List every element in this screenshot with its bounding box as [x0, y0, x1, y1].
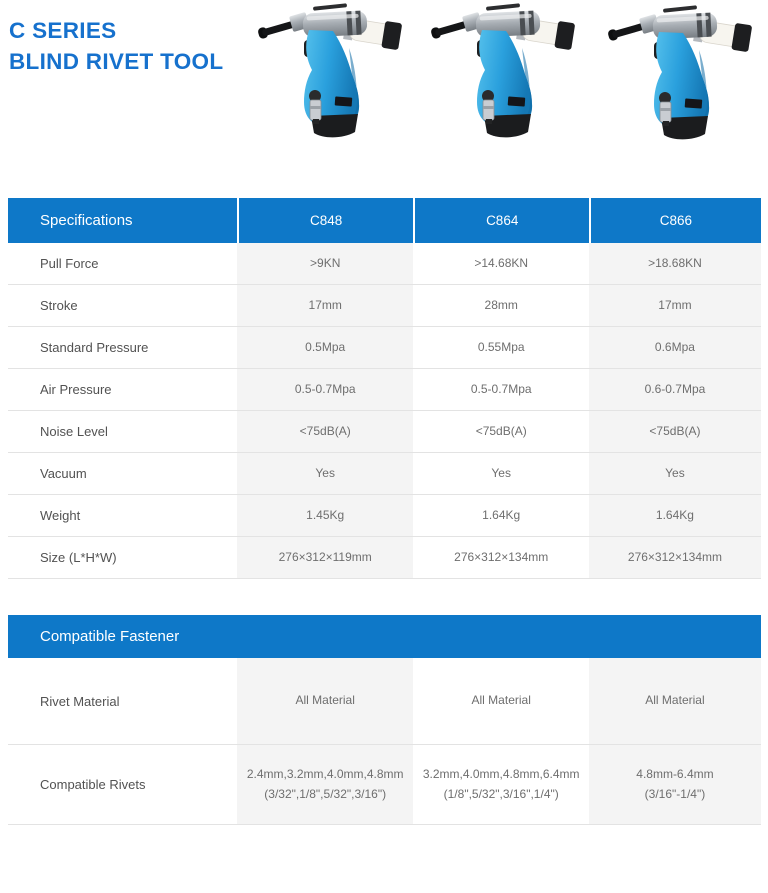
spec-value-c864: 28mm [484, 297, 518, 312]
fastener-table-header: Compatible Fastener [8, 615, 761, 658]
spec-row-noise-level: Noise Level <75dB(A) <75dB(A) <75dB(A) [8, 411, 761, 453]
spec-value-c848: 0.5Mpa [236, 327, 414, 368]
fastener-value-c864: All Material [413, 658, 588, 744]
spec-label: Size (L*H*W) [40, 550, 117, 565]
value-line-inch: (3/16"-1/4") [644, 786, 706, 801]
spec-row-size: Size (L*H*W) 276×312×119mm 276×312×134mm… [8, 537, 761, 579]
spec-value-c866: 17mm [588, 285, 761, 326]
spec-row-pull-force: Pull Force >9KN >14.68KN >18.68KN [8, 243, 761, 285]
spec-value-c866: 0.6Mpa [588, 327, 761, 368]
page-title-line1: C SERIES [9, 18, 117, 43]
value-line-inch: (1/8",5/32",3/16",1/4") [443, 786, 559, 801]
spec-value-c848: 0.5-0.7Mpa [236, 369, 414, 410]
spec-value-c864: 276×312×134mm [454, 549, 549, 564]
spec-row-weight: Weight 1.45Kg 1.64Kg 1.64Kg [8, 495, 761, 537]
value-line-mm: 4.8mm-6.4mm [636, 767, 714, 782]
product-image-rivet-tool-1 [257, 2, 403, 138]
spec-header-specifications: Specifications [8, 198, 237, 243]
spec-value-c864: Yes [491, 465, 511, 480]
spec-row-standard-pressure: Standard Pressure 0.5Mpa 0.55Mpa 0.6Mpa [8, 327, 761, 369]
spec-value-c864: 1.64Kg [482, 507, 521, 522]
spec-header-c848: C848 [236, 198, 414, 243]
spec-value-c848: >9KN [236, 243, 414, 284]
spec-value-c848: 17mm [236, 285, 414, 326]
value-line-mm: 3.2mm,4.0mm,4.8mm,6.4mm [422, 767, 580, 782]
fastener-label: Compatible Rivets [40, 777, 146, 792]
spec-value-c866: 0.6-0.7Mpa [588, 369, 761, 410]
spec-value-c848: <75dB(A) [236, 411, 414, 452]
page-title: C SERIES BLIND RIVET TOOL [9, 15, 223, 77]
spec-value-c864: 0.5-0.7Mpa [470, 381, 532, 396]
spec-value-c866: >18.68KN [588, 243, 761, 284]
fastener-value-c866: All Material [588, 658, 761, 744]
fastener-value-c864: 3.2mm,4.0mm,4.8mm,6.4mm (1/8",5/32",3/16… [413, 745, 588, 824]
fastener-row-compatible-rivets: Compatible Rivets 2.4mm,3.2mm,4.0mm,4.8m… [8, 745, 761, 825]
spec-header-c866: C866 [588, 198, 761, 243]
spec-value-c864: >14.68KN [474, 255, 529, 270]
page-title-line2: BLIND RIVET TOOL [9, 49, 224, 74]
spec-value-c848: Yes [236, 453, 414, 494]
value-line-inch: (3/32",1/8",5/32",3/16") [264, 786, 387, 801]
spec-value-c866: 276×312×134mm [588, 537, 761, 578]
spec-label: Vacuum [40, 466, 87, 481]
product-image-rivet-tool-2 [430, 2, 576, 138]
spec-value-c848: 1.45Kg [236, 495, 414, 536]
spec-label: Pull Force [40, 256, 99, 271]
spec-value-c848: 276×312×119mm [236, 537, 414, 578]
fastener-value-c848: 2.4mm,3.2mm,4.0mm,4.8mm (3/32",1/8",5/32… [236, 745, 414, 824]
spec-label: Weight [40, 508, 81, 523]
value-line: All Material [295, 693, 355, 708]
value-line-mm: 2.4mm,3.2mm,4.0mm,4.8mm [246, 767, 404, 782]
fastener-value-c848: All Material [236, 658, 414, 744]
spec-label: Air Pressure [40, 382, 112, 397]
spec-row-stroke: Stroke 17mm 28mm 17mm [8, 285, 761, 327]
spec-value-c866: Yes [588, 453, 761, 494]
spec-label: Standard Pressure [40, 340, 149, 355]
value-line: All Material [645, 693, 705, 708]
fastener-row-rivet-material: Rivet Material All Material All Material… [8, 658, 761, 745]
value-line: All Material [471, 693, 531, 708]
spec-value-c866: <75dB(A) [588, 411, 761, 452]
spec-value-c866: 1.64Kg [588, 495, 761, 536]
spec-header-c864: C864 [413, 198, 589, 243]
fastener-label: Rivet Material [40, 693, 120, 709]
specifications-table: Specifications C848 C864 C866 Pull Force… [8, 198, 761, 579]
compatible-fastener-table: Compatible Fastener Rivet Material All M… [8, 615, 761, 825]
spec-row-vacuum: Vacuum Yes Yes Yes [8, 453, 761, 495]
spec-row-air-pressure: Air Pressure 0.5-0.7Mpa 0.5-0.7Mpa 0.6-0… [8, 369, 761, 411]
spec-value-c864: 0.55Mpa [477, 339, 525, 354]
spec-table-header-row: Specifications C848 C864 C866 [8, 198, 761, 243]
spec-label: Noise Level [40, 424, 108, 439]
fastener-value-c866: 4.8mm-6.4mm (3/16"-1/4") [588, 745, 761, 824]
spec-label: Stroke [40, 298, 78, 313]
spec-value-c864: <75dB(A) [475, 423, 527, 438]
product-image-rivet-tool-3 [607, 4, 753, 140]
